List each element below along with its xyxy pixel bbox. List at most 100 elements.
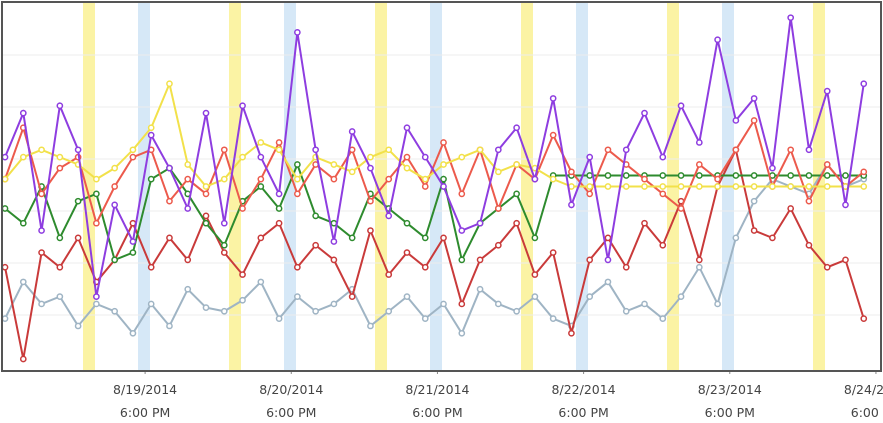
point	[604, 256, 612, 264]
point	[458, 153, 466, 161]
point	[750, 227, 758, 234]
point	[494, 168, 502, 176]
point	[184, 205, 192, 212]
point	[732, 146, 740, 154]
point	[294, 161, 301, 168]
point	[513, 190, 520, 198]
point	[330, 175, 338, 183]
point	[494, 146, 502, 154]
point	[513, 307, 520, 315]
point	[476, 256, 484, 264]
point	[787, 205, 795, 212]
point	[403, 164, 411, 172]
point	[458, 190, 466, 198]
point	[440, 183, 447, 190]
point	[19, 355, 27, 363]
point	[38, 190, 45, 198]
series	[1, 161, 868, 337]
point	[275, 190, 283, 198]
shade-band	[284, 3, 296, 370]
point	[385, 175, 393, 183]
point	[604, 278, 612, 286]
point	[220, 249, 228, 256]
point	[787, 183, 795, 190]
point	[750, 197, 758, 205]
point	[129, 146, 137, 154]
point	[531, 271, 539, 278]
point	[641, 109, 648, 117]
point	[805, 183, 813, 190]
point	[93, 300, 100, 308]
point	[695, 263, 703, 271]
point	[494, 205, 502, 212]
point	[659, 183, 667, 190]
point	[805, 172, 813, 179]
point	[294, 293, 301, 300]
point	[513, 124, 520, 132]
point	[239, 153, 246, 161]
point	[805, 146, 813, 154]
point	[1, 315, 9, 322]
point	[1, 175, 9, 183]
x-tick-label: 8/24/2014 6:00 PM	[843, 382, 883, 420]
point	[19, 153, 27, 161]
point	[458, 300, 466, 308]
point	[622, 172, 630, 179]
point	[586, 183, 594, 190]
point	[677, 183, 685, 190]
point	[202, 219, 210, 227]
point	[549, 315, 557, 322]
point	[93, 190, 100, 198]
point	[348, 293, 356, 300]
point	[476, 219, 484, 227]
point	[622, 146, 630, 154]
point	[842, 201, 849, 209]
point	[166, 164, 173, 172]
point	[184, 256, 192, 264]
point	[494, 300, 502, 308]
point	[239, 102, 246, 110]
point	[458, 256, 466, 264]
point	[348, 168, 356, 176]
point	[714, 300, 721, 308]
point	[440, 161, 447, 168]
point	[239, 205, 246, 212]
point	[147, 300, 155, 308]
point	[677, 293, 685, 300]
point	[476, 285, 484, 293]
point	[312, 212, 319, 220]
point	[147, 263, 155, 271]
point	[805, 197, 813, 205]
point	[531, 175, 539, 183]
point	[750, 95, 758, 102]
point	[257, 278, 265, 286]
point	[166, 234, 173, 242]
point	[823, 183, 831, 190]
point	[604, 183, 612, 190]
plot-border	[1, 1, 882, 372]
point	[38, 227, 45, 234]
point	[385, 146, 393, 154]
point	[568, 168, 575, 176]
point	[403, 124, 411, 132]
point	[842, 256, 849, 264]
point	[330, 161, 338, 168]
point	[38, 249, 45, 256]
x-tick-label: 8/21/2014 6:00 PM	[405, 382, 470, 420]
point	[421, 263, 429, 271]
point	[56, 164, 64, 172]
point	[823, 87, 831, 95]
point	[147, 175, 155, 183]
point	[787, 14, 795, 22]
point	[202, 109, 210, 117]
point	[147, 124, 155, 132]
point	[659, 315, 667, 322]
point	[586, 190, 594, 198]
point	[275, 219, 283, 227]
point	[294, 190, 301, 198]
point	[74, 146, 82, 154]
point	[93, 219, 100, 227]
point	[275, 205, 283, 212]
point	[604, 146, 612, 154]
